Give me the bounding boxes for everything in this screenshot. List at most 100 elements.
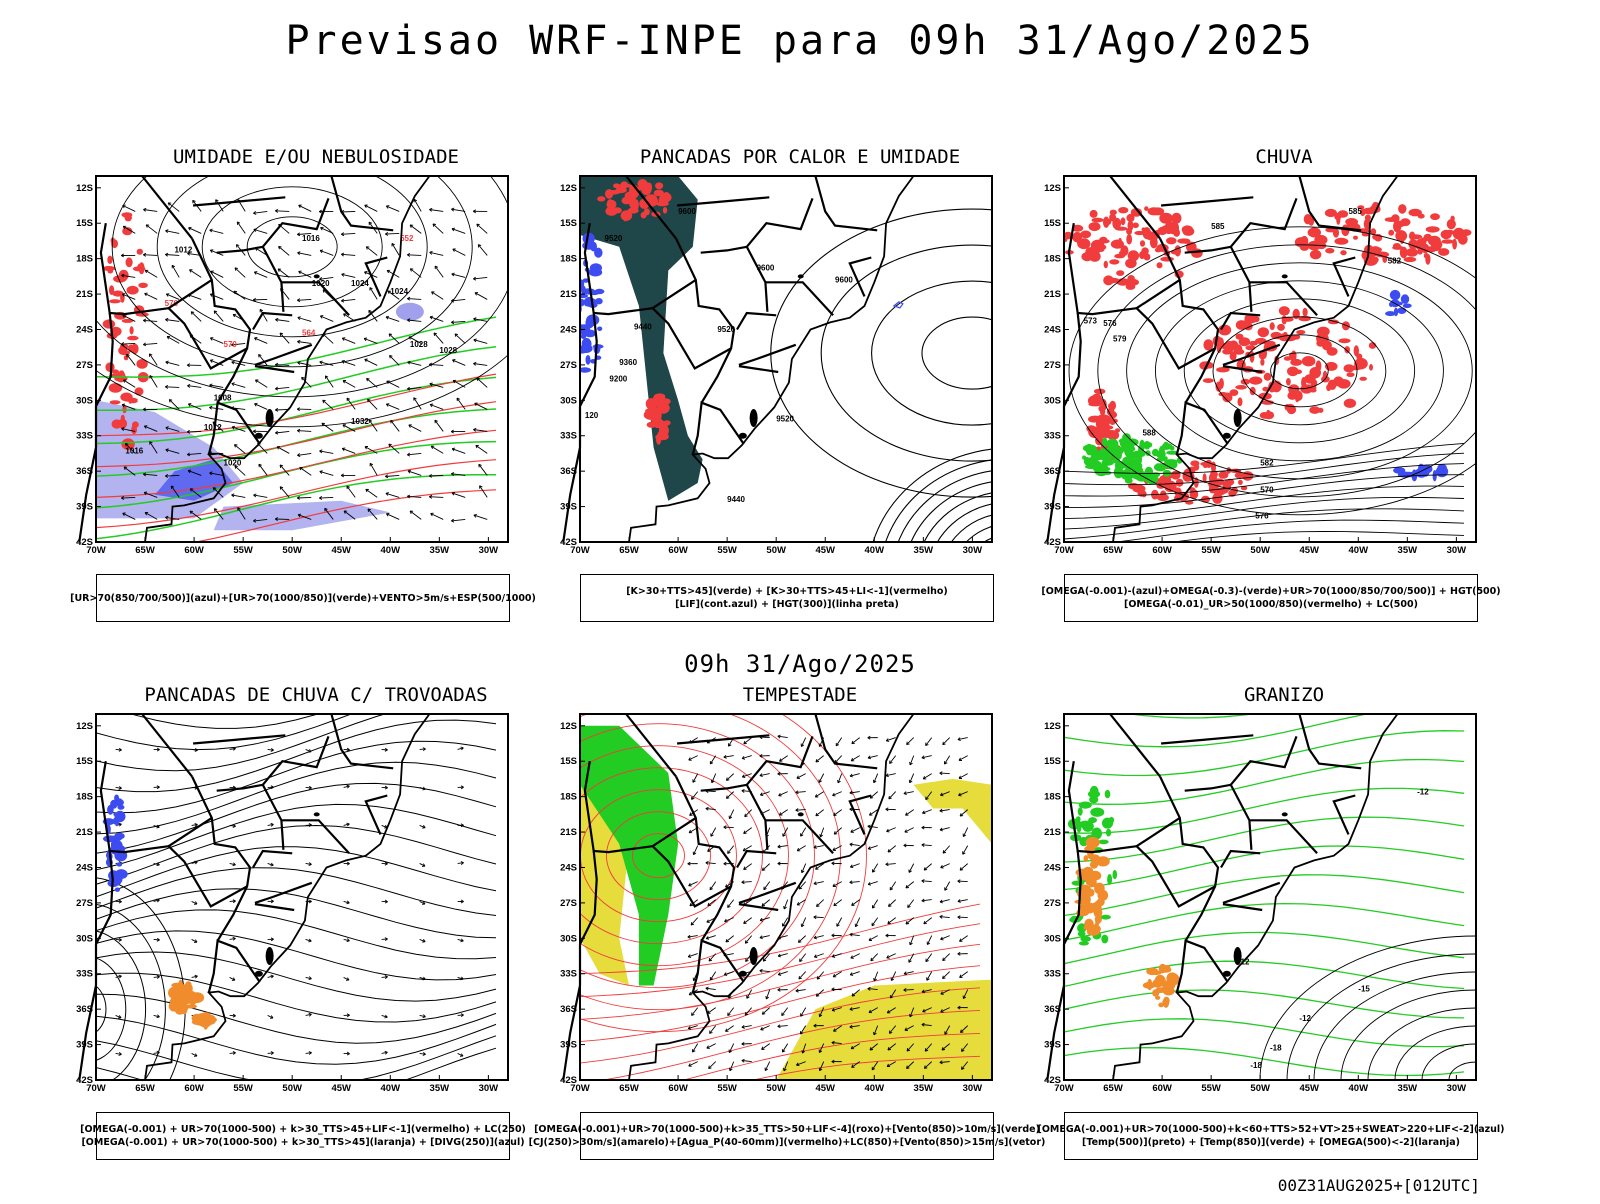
wind-vector <box>235 268 245 278</box>
rain-area <box>1349 365 1363 370</box>
rain-area <box>1091 240 1105 251</box>
wind850-vector <box>906 918 914 924</box>
rain-area <box>1088 427 1101 438</box>
streamline <box>96 1016 496 1064</box>
lon-tick-label: 60W <box>668 1083 688 1094</box>
wind850-vector <box>782 1008 788 1016</box>
humidity-contour-1000 <box>96 317 496 377</box>
rain-area <box>1452 239 1457 250</box>
rain-area <box>1128 250 1139 261</box>
lon-tick-label: 40W <box>865 1083 885 1094</box>
wind850-vector <box>890 882 896 890</box>
wind-vector <box>341 233 355 234</box>
wind850-vector <box>816 756 824 762</box>
wind-vector <box>235 466 245 476</box>
lat-tick-label: 33S <box>76 431 93 442</box>
streamline <box>96 1048 496 1106</box>
omega-weak-area <box>1401 294 1409 304</box>
wind-vector <box>410 225 421 233</box>
contour-label: 9200 <box>609 374 627 383</box>
rain-area <box>1092 218 1104 223</box>
rain-area <box>1218 325 1231 336</box>
hgt500-contour <box>1064 520 1464 548</box>
rain-area <box>1103 217 1109 228</box>
legend-line: [CJ(250)>30m/s](amarelo)+[Agua_P(40-60mm… <box>529 1136 1046 1149</box>
rain-area <box>1356 354 1362 360</box>
jet-area <box>776 980 992 1080</box>
rain-area <box>1233 344 1242 352</box>
wind850-vector <box>800 954 806 962</box>
lon-tick-label: 50W <box>766 545 786 556</box>
rain-area <box>1400 218 1410 226</box>
lon-tick-label: 65W <box>619 1083 639 1094</box>
rain-area <box>1127 275 1135 283</box>
wind850-vector <box>726 1026 734 1032</box>
border-line <box>142 176 192 239</box>
wind-vector <box>300 467 312 475</box>
wind-vector <box>143 255 157 256</box>
contour-label: 9520 <box>776 415 794 424</box>
omega-strong-area <box>1092 461 1102 470</box>
lon-tick-label: 45W <box>815 1083 835 1094</box>
rain-area <box>1353 236 1358 240</box>
omega-strong-area <box>1155 463 1160 468</box>
wind850-vector <box>726 936 734 942</box>
legend-line: [OMEGA(-0.001) + UR>70(1000-500) + k>30_… <box>81 1136 524 1149</box>
rain-area <box>1309 406 1320 414</box>
rain-area <box>1369 364 1373 371</box>
lif-contour-mark <box>582 339 589 347</box>
lat-tick-label: 27S <box>76 898 93 909</box>
streamline <box>96 931 496 980</box>
lake-mark <box>266 947 274 965</box>
map-granizo: -1212-15-12-18-1812S15S18S21S24S27S30S33… <box>1044 712 1524 1112</box>
wind-vector <box>435 266 443 277</box>
contour-label: 1016 <box>302 234 320 243</box>
lon-tick-label: 70W <box>1054 1083 1074 1094</box>
border-line <box>217 247 284 312</box>
wind-vector <box>452 493 465 498</box>
temp850-contour <box>1064 961 1464 988</box>
wind850-vector <box>764 882 770 890</box>
wind850-vector <box>958 881 968 882</box>
lat-tick-label: 15S <box>1044 756 1061 767</box>
temp500-contour <box>1422 1044 1524 1112</box>
instability-strong-area <box>646 183 652 193</box>
wind850-vector <box>890 756 896 764</box>
lon-tick-label: 60W <box>184 1083 204 1094</box>
wind-vector <box>172 265 179 277</box>
rain-area <box>1258 327 1269 337</box>
lat-tick-label: 15S <box>560 218 577 229</box>
lat-tick-label: 39S <box>76 1040 93 1051</box>
wind-vector <box>407 299 421 300</box>
rain-area <box>1441 239 1454 243</box>
temp500-contour <box>1395 1026 1524 1112</box>
lat-tick-label: 27S <box>1044 898 1061 909</box>
wind-vector <box>145 270 157 277</box>
wind850-vector <box>744 828 752 834</box>
border-line <box>169 818 248 907</box>
lake-mark <box>1223 433 1231 439</box>
rain-area <box>1110 210 1117 216</box>
contour-label: 9600 <box>835 275 853 284</box>
lon-tick-label: 55W <box>233 1083 253 1094</box>
wind850-vector <box>724 827 734 828</box>
wind-vector <box>480 486 488 498</box>
streamline <box>96 804 496 870</box>
thickness-contour-mark <box>124 398 138 402</box>
lake-mark <box>314 812 320 816</box>
rain-area <box>1409 209 1422 217</box>
rain-area <box>1250 351 1255 363</box>
rain-area <box>1249 377 1262 385</box>
lon-tick-label: 35W <box>1398 545 1418 556</box>
omega500-area <box>1084 855 1089 862</box>
lat-tick-label: 18S <box>560 254 577 265</box>
wind850-vector <box>762 1044 770 1050</box>
wind-vector <box>387 381 400 387</box>
wind-vector <box>391 420 400 431</box>
wind-vector <box>280 487 289 498</box>
lon-tick-label: 50W <box>1250 1083 1270 1094</box>
wind-vector <box>366 247 377 256</box>
